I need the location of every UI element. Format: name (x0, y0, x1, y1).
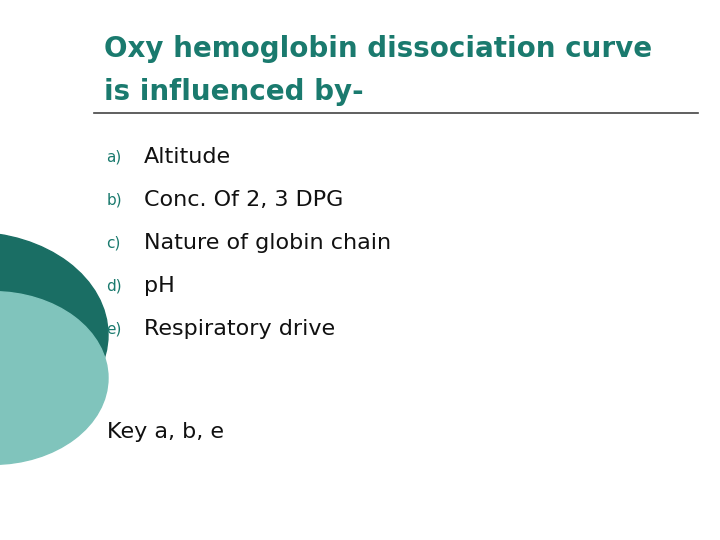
Text: e): e) (107, 322, 122, 337)
Text: Key a, b, e: Key a, b, e (107, 422, 223, 442)
Text: b): b) (107, 192, 122, 207)
Circle shape (0, 292, 108, 464)
Text: Conc. Of 2, 3 DPG: Conc. Of 2, 3 DPG (144, 190, 343, 210)
Text: Nature of globin chain: Nature of globin chain (144, 233, 391, 253)
Text: a): a) (107, 149, 122, 164)
Text: Oxy hemoglobin dissociation curve: Oxy hemoglobin dissociation curve (104, 35, 652, 63)
Circle shape (0, 232, 108, 437)
Text: c): c) (107, 235, 121, 251)
Text: pH: pH (144, 276, 175, 296)
Text: is influenced by-: is influenced by- (104, 78, 364, 106)
Text: Respiratory drive: Respiratory drive (144, 319, 335, 340)
Text: d): d) (107, 279, 122, 294)
Text: Altitude: Altitude (144, 146, 231, 167)
